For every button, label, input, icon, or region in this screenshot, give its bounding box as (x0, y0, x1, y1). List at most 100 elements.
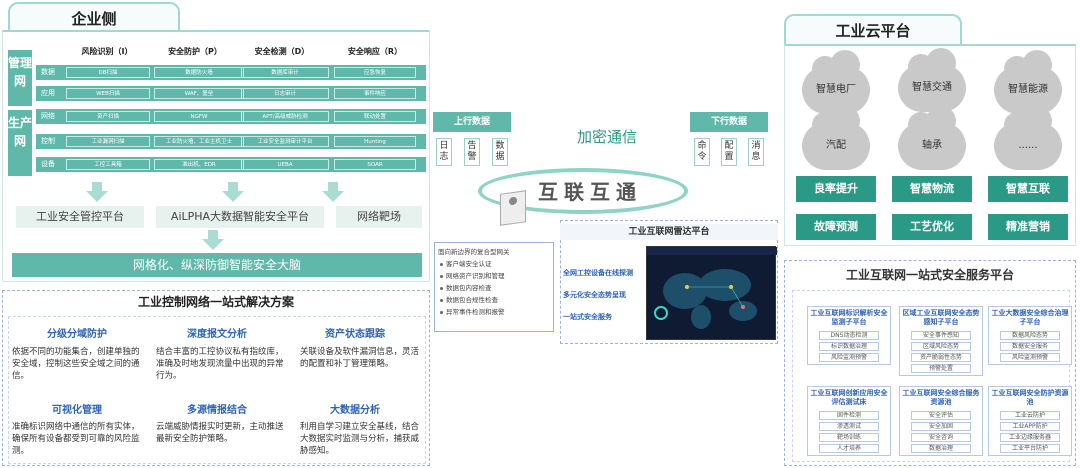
gateway-feature-item: 数据包内容检查 (438, 282, 552, 294)
enterprise-panel (2, 30, 430, 282)
matrix-cell: 事件响应 (334, 88, 416, 99)
feature-text: 依据不同的功能集合，创建单独的安全域，控制这些安全域之间的通信。 (12, 347, 140, 381)
feature-title: 可视化管理 (52, 405, 102, 416)
feature-title: 大数据分析 (330, 405, 380, 416)
service-module-item: DNS动态检测 (819, 331, 879, 340)
matrix-row: 控制 工业漏洞扫描 工业防火墙、工业主机卫士 工业安全监测审计平台 Hunting (36, 134, 426, 149)
flow-arrow (202, 230, 224, 250)
service-module-item: 工业APP防护 (1000, 422, 1060, 431)
service-module-title: 工业互联网创新应用安全评估测试床 (810, 389, 888, 406)
radar-item: 多元化安全态势呈现 (563, 291, 626, 299)
matrix-cell: 资产扫描 (66, 111, 150, 122)
service-module-item: 安全咨询 (911, 433, 971, 442)
service-module-title: 工业互联网安全防护资源池 (991, 389, 1069, 406)
matrix-cell: WEB扫描 (66, 88, 150, 99)
service-module-title: 工业互联网标识解析安全监测子平台 (810, 309, 888, 326)
feature-text: 云端威胁情报实时更新，主动推送最新安全防护策略。 (156, 422, 284, 444)
gateway-feature-item: 数据包合规性检查 (438, 294, 552, 306)
matrix-row-label: 网络 (41, 112, 55, 120)
service-module: 工业互联网标识解析安全监测子平台 DNS动态检测 标识数据治理 风险监测预警 (807, 306, 891, 365)
matrix-row: 数据 DB扫描 数据防火墙 数据库审计 应急恢复 (36, 65, 426, 80)
gateway-feature-item: 客户端安全认证 (438, 258, 552, 270)
service-platform-title: 工业互联网一站式安全服务平台 (845, 268, 1014, 282)
feature-title: 分级分域防护 (47, 329, 107, 340)
service-module: 工业互联网创新应用安全评估测试床固件检测渗透测试靶场训练人才培养 (807, 386, 891, 456)
cloud-smart-traffic: 智慧交通 (898, 48, 966, 112)
matrix-cell: DB扫描 (66, 67, 150, 78)
platform-cyber-range: 网络靶场 (336, 206, 422, 228)
service-module: 工业互联网安全综合服务资源池 安全评估 安全加固 安全咨询 数据治理 (899, 386, 983, 456)
matrix-row: 设备 工控工具箱 准出机、EDR UEBA SOAR (36, 157, 426, 172)
service-module-item: 区域风险态势 (911, 342, 971, 351)
service-module-item: 人才培养 (819, 444, 879, 453)
security-brain-bar: 网格化、纵深防御智能安全大脑 (12, 253, 422, 277)
feature-title: 资产状态跟踪 (325, 329, 385, 340)
service-module: 工业大数据安全综合治理子平台 数据风险态势 数据安全服务 风险监测预警 (988, 306, 1072, 365)
app-smart-logistics: 智慧物流 (892, 176, 972, 202)
matrix-cell: 数据防火墙 (154, 67, 244, 78)
service-module-item: 数据治理 (911, 444, 971, 453)
matrix-cell: WAF、堡垒 (154, 88, 244, 99)
ics-inner-box (8, 316, 426, 464)
radar-item: 全网工控设备在线探测 (563, 269, 633, 277)
gateway-device-icon (500, 190, 526, 226)
downlink-item: 命令 (694, 138, 710, 166)
service-module-item: 渗透测试 (819, 422, 879, 431)
feature-text: 利用自学习建立安全基线，结合大数据实时监测与分析，捕获威胁感知。 (300, 422, 420, 456)
gateway-heading: 面向新边界的复合型网关 (438, 248, 510, 256)
matrix-cell: SOAR (334, 159, 416, 170)
service-module-item: 风险监测预警 (1000, 353, 1060, 362)
service-module: 区域工业互联网安全态势感知子平台 安全事件感知 区域风险态势 资产脆弱性态势 预警处置 (899, 306, 983, 376)
ics-solution-panel (2, 290, 430, 466)
app-process-optimize: 工艺优化 (892, 214, 972, 240)
gateway-feature-panel (434, 242, 554, 332)
ics-solution-title: 工业控制网络一站式解决方案 (137, 295, 294, 309)
uplink-item: 告警 (464, 138, 480, 166)
matrix-cell: NGFW (154, 111, 244, 122)
flow-arrow (322, 182, 344, 202)
flow-arrow (86, 182, 108, 202)
service-module-title: 工业互联网安全综合服务资源池 (902, 389, 980, 406)
matrix-row-label: 应用 (41, 89, 55, 97)
cloud-smart-energy: 智慧能源 (994, 50, 1062, 114)
service-module-item: 固件检测 (819, 411, 879, 420)
uplink-title: 上行数据 (433, 112, 511, 132)
radar-item: 一站式安全服务 (563, 313, 612, 321)
service-module-item: 数据安全服务 (1000, 342, 1060, 351)
app-smart-interconnect: 智慧互联 (988, 176, 1068, 202)
cloud-smart-plant: 智慧电厂 (802, 50, 870, 114)
app-yield-improvement: 良率提升 (796, 176, 876, 202)
gateway-feature-list: 面向新边界的复合型网关 客户端安全认证 网络资产识别和管理 数据包内容检查 数据包合规性… (438, 246, 552, 318)
feature-title: 深度报文分析 (187, 329, 247, 340)
cloud-more: ...... (994, 106, 1062, 170)
cloud-auto-parts: 汽配 (802, 106, 870, 170)
feature-text: 结合丰富的工控协议私有指纹库，准确及时地发现流量中出现的异常行为。 (156, 347, 284, 381)
service-module-item: 资产脆弱性态势 (911, 353, 971, 362)
radar-title: 工业互联网雷达平台 (560, 224, 778, 240)
service-module-item: 安全评估 (911, 411, 971, 420)
column-header: 安全响应（R） (347, 47, 403, 56)
service-module-title: 区域工业互联网安全态势感知子平台 (902, 309, 980, 326)
column-header: 风险识别（I） (81, 47, 133, 56)
matrix-row: 应用 WEB扫描 WAF、堡垒 日志审计 事件响应 (36, 86, 426, 101)
matrix-row-label: 数据 (41, 68, 55, 76)
column-header: 安全防护（P） (168, 47, 222, 56)
downlink-item: 消息 (748, 138, 764, 166)
service-module-item: 工业边缘服务器 (1000, 433, 1060, 442)
matrix-cell: 工控工具箱 (66, 159, 150, 170)
matrix-cell: APT/高级威胁检测 (241, 111, 329, 122)
matrix-row: 网络 资产扫描 NGFW APT/高级威胁检测 联动处置 (36, 109, 426, 124)
service-module-item: 风险监测预警 (819, 353, 879, 362)
matrix-cell: 准出机、EDR (154, 159, 244, 170)
matrix-cell: Hunting (334, 136, 416, 147)
enterprise-title-tab: 企业侧 (8, 2, 180, 32)
uplink-item: 数据 (492, 138, 508, 166)
matrix-cell: 数据库审计 (241, 67, 329, 78)
app-fault-prediction: 故障预测 (796, 214, 876, 240)
column-header: 安全检测（D） (254, 47, 310, 56)
downlink-title: 下行数据 (690, 112, 768, 132)
uplink-item: 日志 (436, 138, 452, 166)
service-module-item: 靶场训练 (819, 433, 879, 442)
matrix-cell: 工业漏洞扫描 (66, 136, 150, 147)
side-label-management: 管理网 (8, 50, 32, 106)
